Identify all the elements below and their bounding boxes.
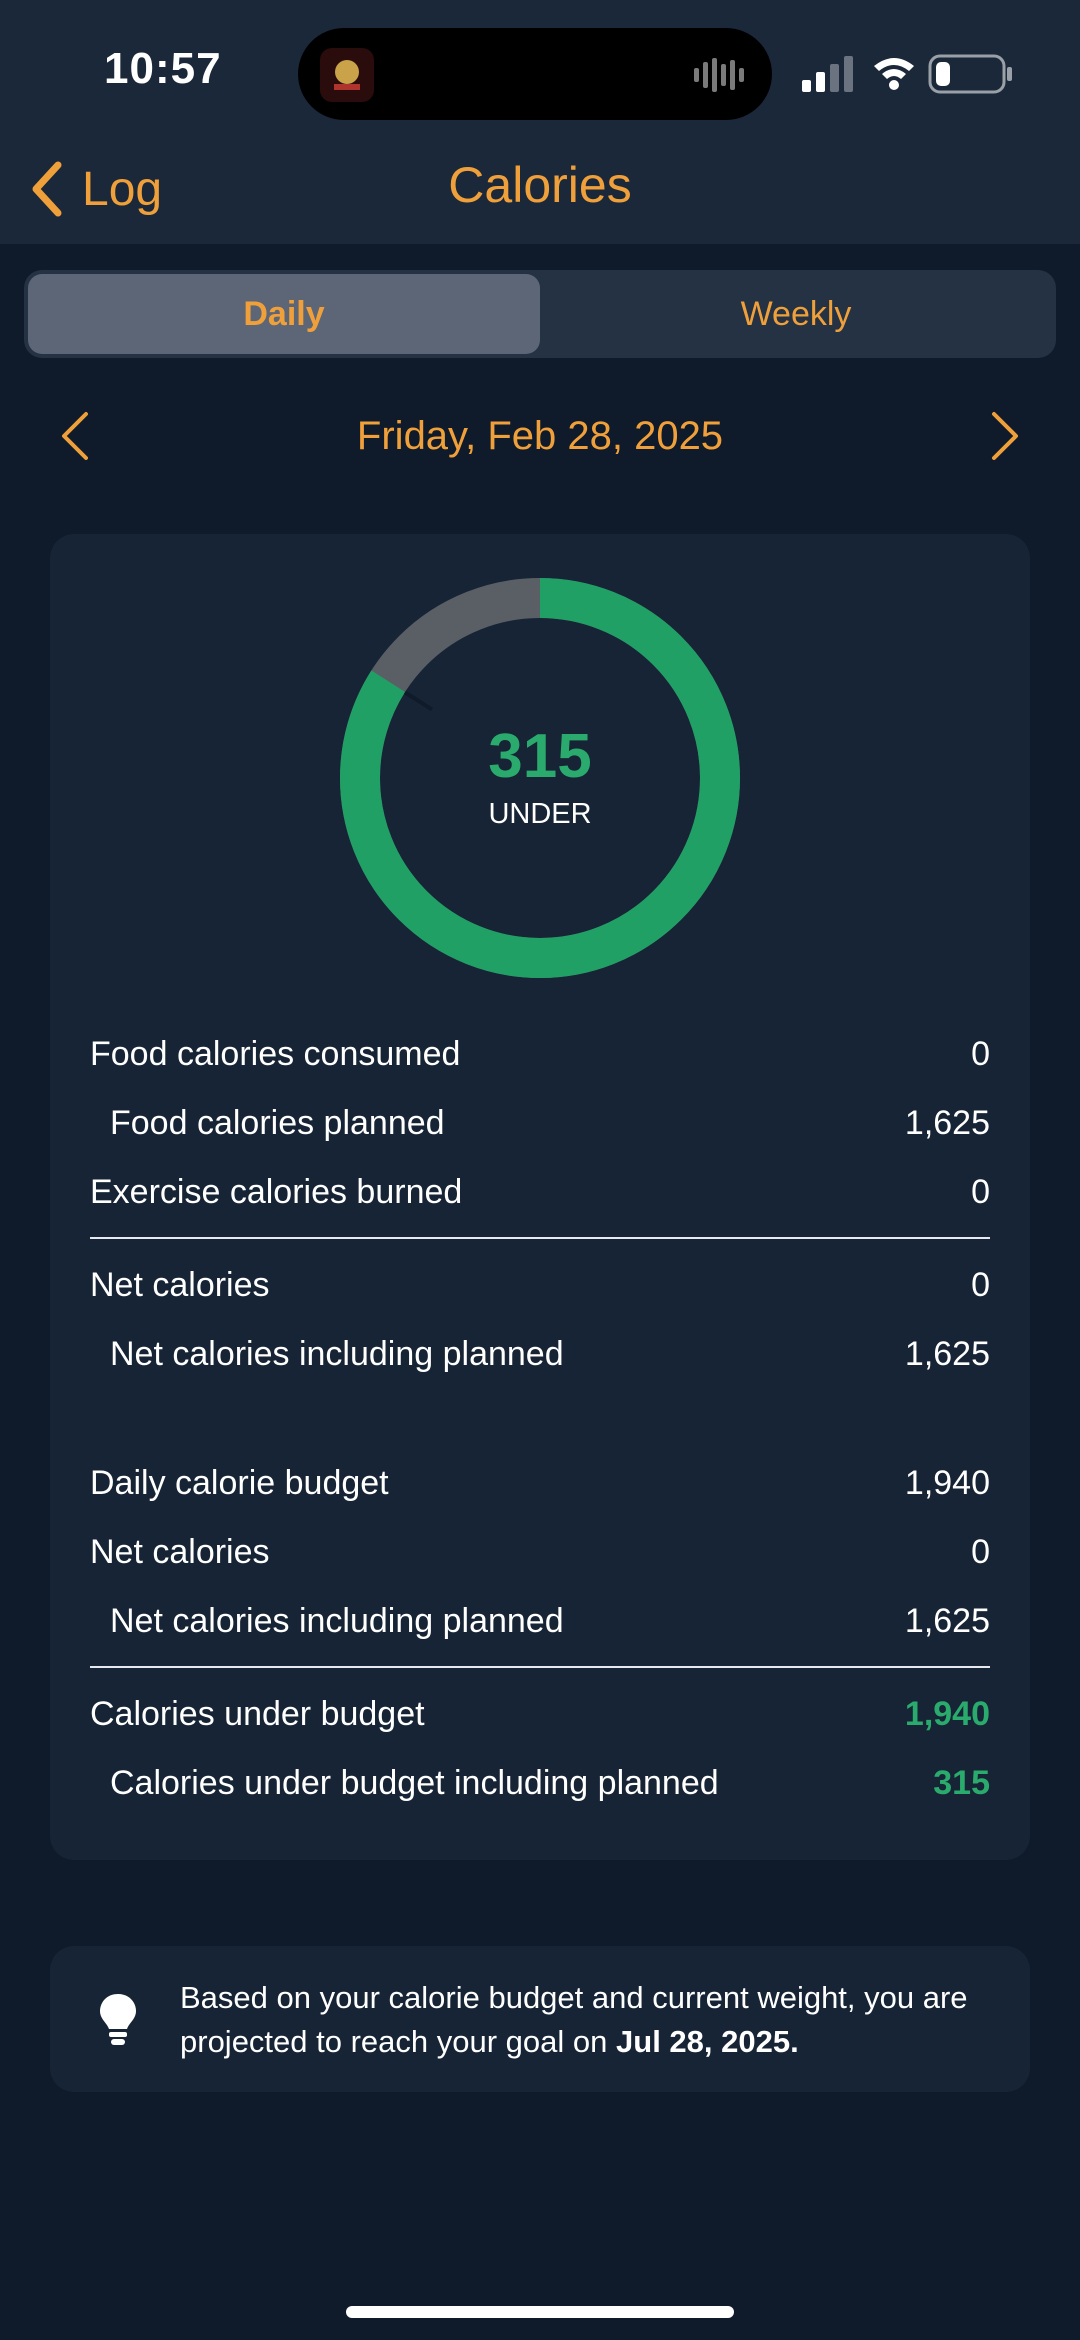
back-button[interactable]: Log (30, 154, 162, 224)
row-value: 0 (971, 1266, 990, 1304)
date-navigator: Friday, Feb 28, 2025 (0, 400, 1080, 474)
row-food-consumed: Food calories consumed 0 (90, 1020, 990, 1089)
status-time: 10:57 (104, 44, 222, 93)
audio-waveform-icon (694, 58, 744, 92)
projection-tip-card: Based on your calorie budget and current… (50, 1946, 1030, 2092)
row-net-calories: Net calories 0 (90, 1251, 990, 1320)
row-net-including-planned-2: Net calories including planned 1,625 (90, 1587, 990, 1656)
row-net-including-planned: Net calories including planned 1,625 (90, 1320, 990, 1389)
row-value: 1,625 (904, 1335, 990, 1373)
calorie-summary-card: 315 UNDER Food calories consumed 0 Food … (50, 534, 1030, 1860)
tab-weekly[interactable]: Weekly (740, 294, 852, 333)
now-playing-app-icon (320, 48, 374, 102)
chevron-left-icon (32, 161, 62, 217)
date-label: Friday, Feb 28, 2025 (356, 414, 724, 458)
row-label: Net calories including planned (110, 1602, 564, 1640)
row-value: 0 (971, 1035, 990, 1073)
row-daily-budget: Daily calorie budget 1,940 (90, 1449, 990, 1518)
calorie-ring-chart (340, 578, 740, 978)
row-value: 1,940 (904, 1464, 990, 1502)
projection-text-prefix: Based on your calorie budget and current… (180, 1980, 968, 2059)
wifi-icon (874, 58, 914, 90)
ring-label: UNDER (488, 797, 592, 830)
page-title: Calories (448, 157, 632, 213)
tab-daily[interactable]: Daily (28, 274, 540, 354)
row-label: Daily calorie budget (90, 1464, 389, 1502)
signal-icon (802, 56, 853, 92)
row-food-planned: Food calories planned 1,625 (90, 1089, 990, 1158)
dynamic-island (298, 28, 772, 120)
divider (90, 1666, 990, 1668)
row-value: 1,625 (904, 1104, 990, 1142)
row-under-budget: Calories under budget 1,940 (90, 1680, 990, 1749)
row-label: Exercise calories burned (90, 1173, 463, 1211)
ring-progress (340, 578, 740, 978)
row-under-budget-including-planned: Calories under budget including planned … (90, 1749, 990, 1818)
previous-day-button[interactable] (46, 406, 106, 466)
projection-text: Based on your calorie budget and current… (180, 1976, 1000, 2064)
row-exercise-burned: Exercise calories burned 0 (90, 1158, 990, 1227)
status-icons (802, 54, 1012, 94)
back-label: Log (82, 162, 163, 216)
lightbulb-icon (100, 1994, 136, 2045)
row-label: Net calories (90, 1533, 270, 1571)
top-bar: 10:57 (0, 0, 1080, 244)
ring-value: 315 (488, 721, 592, 791)
row-label: Calories under budget (90, 1695, 425, 1733)
row-label: Net calories (90, 1266, 270, 1304)
row-value: 1,940 (904, 1695, 990, 1733)
row-value: 315 (933, 1764, 990, 1802)
calorie-rows: Food calories consumed 0 Food calories p… (90, 1020, 990, 1818)
ring-center: 315 UNDER (336, 574, 744, 982)
divider (90, 1237, 990, 1239)
battery-icon (928, 54, 1012, 94)
section-spacer (90, 1389, 990, 1449)
period-segmented-control: Daily Weekly (24, 270, 1056, 358)
next-day-button[interactable] (974, 406, 1034, 466)
row-value: 1,625 (904, 1602, 990, 1640)
row-net-calories-2: Net calories 0 (90, 1518, 990, 1587)
home-indicator[interactable] (346, 2306, 734, 2318)
row-label: Food calories consumed (90, 1035, 461, 1073)
row-value: 0 (971, 1173, 990, 1211)
row-value: 0 (971, 1533, 990, 1571)
row-label: Calories under budget including planned (110, 1764, 719, 1802)
row-label: Food calories planned (110, 1104, 445, 1142)
calorie-ring: 315 UNDER (336, 574, 744, 982)
ring-tick-marker (403, 690, 433, 712)
row-label: Net calories including planned (110, 1335, 564, 1373)
projection-goal-date: Jul 28, 2025. (616, 2024, 799, 2059)
